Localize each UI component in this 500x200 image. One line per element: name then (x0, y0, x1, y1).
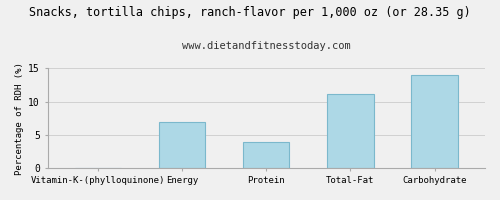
Title: www.dietandfitnesstoday.com: www.dietandfitnesstoday.com (182, 41, 350, 51)
Text: Snacks, tortilla chips, ranch-flavor per 1,000 oz (or 28.35 g): Snacks, tortilla chips, ranch-flavor per… (29, 6, 471, 19)
Bar (328, 94, 374, 168)
Y-axis label: Percentage of RDH (%): Percentage of RDH (%) (15, 62, 24, 175)
Bar (243, 142, 290, 168)
Bar (412, 75, 458, 168)
Bar (159, 122, 206, 168)
